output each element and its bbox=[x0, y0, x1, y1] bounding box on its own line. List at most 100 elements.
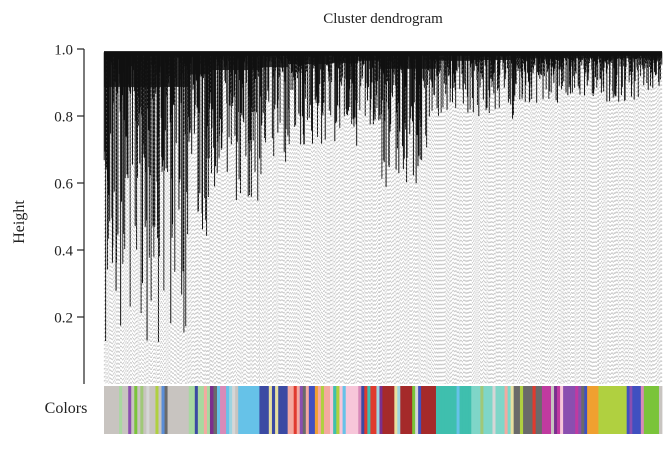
color-bar-stripe bbox=[578, 386, 582, 434]
color-bar-stripe bbox=[544, 386, 549, 434]
color-bar-stripe bbox=[450, 386, 455, 434]
color-bar-stripe bbox=[305, 386, 310, 434]
color-bar-stripe bbox=[220, 386, 224, 434]
color-bar-stripe bbox=[176, 386, 181, 434]
color-bar-stripe bbox=[164, 386, 168, 434]
color-bar-stripe bbox=[206, 386, 211, 434]
color-bar-stripe bbox=[308, 386, 313, 434]
color-bar-stripe bbox=[397, 386, 401, 434]
color-bar-stripe bbox=[394, 386, 398, 434]
color-bar-stripe bbox=[560, 386, 564, 434]
color-bar-stripe bbox=[607, 386, 612, 434]
color-bar-stripe bbox=[504, 386, 509, 434]
color-bar-stripe bbox=[238, 386, 242, 434]
color-bar-stripe bbox=[430, 386, 434, 434]
color-bar-stripe bbox=[595, 386, 599, 434]
dendrogram-module-branch bbox=[471, 52, 514, 384]
color-bar-stripe bbox=[376, 386, 380, 434]
color-bar-stripe bbox=[185, 386, 190, 434]
color-bar-stripe bbox=[563, 386, 567, 434]
dendrogram-module-branch bbox=[513, 52, 543, 384]
color-bar-stripe bbox=[302, 386, 307, 434]
color-bar-stripe bbox=[477, 386, 481, 434]
color-bar-stripe bbox=[107, 386, 111, 434]
dendrogram-merge-band bbox=[358, 52, 380, 61]
color-bar-stripe bbox=[158, 386, 162, 434]
color-bar-stripe bbox=[229, 386, 233, 434]
dendrogram-merge-band bbox=[598, 52, 627, 59]
color-bar-stripe bbox=[547, 386, 552, 434]
color-bar-stripe bbox=[131, 386, 135, 434]
color-bar-stripe bbox=[453, 386, 457, 434]
dendrogram-module-branch bbox=[287, 52, 331, 384]
color-bar-stripe bbox=[122, 386, 126, 434]
color-bar-stripe bbox=[361, 386, 365, 434]
color-bar-stripe bbox=[598, 386, 602, 434]
color-bar-stripe bbox=[179, 386, 184, 434]
color-bar-stripe bbox=[259, 386, 263, 434]
color-bar-stripe bbox=[348, 386, 353, 434]
color-bar-stripe bbox=[427, 386, 431, 434]
color-bar-stripe bbox=[640, 386, 645, 434]
color-bar-stripe bbox=[483, 386, 487, 434]
color-bar-stripe bbox=[623, 386, 628, 434]
color-bar-stripe bbox=[317, 386, 322, 434]
dendrogram-module-branch bbox=[209, 52, 218, 384]
color-bar-stripe bbox=[592, 386, 597, 434]
color-bar-stripe bbox=[241, 386, 245, 434]
color-bar-stripe bbox=[167, 386, 171, 434]
color-bar-stripe bbox=[412, 386, 416, 434]
y-tick-label: 0.2 bbox=[54, 311, 73, 327]
color-bar-stripe bbox=[541, 386, 546, 434]
color-bar-stripe bbox=[203, 386, 208, 434]
y-axis-label: Height bbox=[11, 200, 28, 244]
dendrogram-module-branch bbox=[188, 52, 211, 384]
color-bar-stripe bbox=[143, 386, 147, 434]
color-bar-stripe bbox=[444, 386, 449, 434]
color-bar-stripe bbox=[646, 386, 651, 434]
color-bar-stripe bbox=[155, 386, 159, 434]
color-bar-stripe bbox=[462, 386, 466, 434]
color-bar-stripe bbox=[581, 386, 585, 434]
color-bar-stripe bbox=[551, 386, 555, 434]
color-bar-stripe bbox=[409, 386, 413, 434]
color-bar-stripe bbox=[104, 386, 108, 434]
color-bar-stripe bbox=[226, 386, 230, 434]
color-bar-stripe bbox=[330, 386, 334, 434]
y-tick-label: 0.4 bbox=[54, 244, 73, 260]
dendrogram-merge-band bbox=[379, 52, 436, 69]
color-bar-stripe bbox=[209, 386, 214, 434]
color-bar-stripe bbox=[538, 386, 543, 434]
color-bar-stripe bbox=[320, 386, 325, 434]
color-bar-stripe bbox=[323, 386, 328, 434]
dendrogram-merge-band bbox=[563, 52, 585, 59]
dendrogram-merge-band bbox=[626, 52, 641, 59]
color-bar-stripe bbox=[456, 386, 460, 434]
color-bar-stripe bbox=[299, 386, 304, 434]
dendrogram-module-branch bbox=[379, 52, 437, 384]
color-bar-stripe bbox=[345, 386, 350, 434]
color-bar-stripe bbox=[278, 386, 282, 434]
dendrogram-merge-band bbox=[188, 52, 210, 75]
color-bar-stripe bbox=[516, 386, 521, 434]
color-bar-stripe bbox=[116, 386, 120, 434]
color-bar-stripe bbox=[265, 386, 270, 434]
color-bar-stripe bbox=[513, 386, 518, 434]
color-bar-label: Colors bbox=[45, 400, 88, 417]
color-bar-stripe bbox=[507, 386, 512, 434]
color-bar-stripe bbox=[256, 386, 260, 434]
color-bar-stripe bbox=[194, 386, 199, 434]
color-bar-stripe bbox=[200, 386, 205, 434]
color-bar-stripe bbox=[415, 386, 419, 434]
dendrogram-merge-band bbox=[259, 52, 288, 68]
color-bar-stripe bbox=[336, 386, 340, 434]
color-bar-stripe bbox=[296, 386, 301, 434]
color-bar-stripe bbox=[532, 386, 537, 434]
color-bar-stripe bbox=[293, 386, 298, 434]
dendrogram-module-branch bbox=[358, 52, 380, 384]
color-bar-stripe bbox=[632, 386, 636, 434]
color-bar-stripe bbox=[367, 386, 371, 434]
dendrogram-merge-band bbox=[104, 52, 189, 87]
color-bar-stripe bbox=[391, 386, 395, 434]
